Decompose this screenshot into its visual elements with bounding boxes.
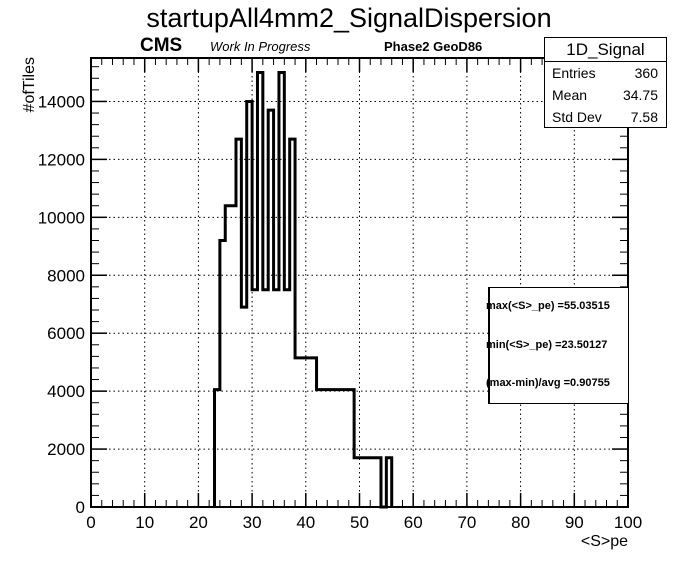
x-tick-label: 50 — [350, 513, 369, 532]
x-tick-label: 70 — [457, 513, 476, 532]
histogram-bin — [354, 458, 381, 507]
mean-label: Mean — [552, 87, 588, 103]
y-tick-label: 8000 — [47, 266, 85, 285]
x-tick-label: 0 — [86, 513, 95, 532]
dispersion-ratio-text: (max-min)/avg =0.90755 — [486, 377, 610, 389]
geometry-label: Phase2 GeoD86 — [384, 39, 483, 54]
grid-lines — [91, 58, 628, 507]
histogram-bin — [274, 290, 279, 507]
y-tick-label: 4000 — [47, 382, 85, 401]
histogram-bars — [213, 70, 394, 509]
y-tick-label: 0 — [76, 498, 85, 517]
histogram-bin — [252, 290, 257, 507]
y-tick-label: 12000 — [38, 150, 85, 169]
histogram-outline — [213, 70, 394, 509]
histogram-bin — [225, 206, 236, 507]
x-tick-label: 90 — [565, 513, 584, 532]
x-tick-label: 20 — [189, 513, 208, 532]
x-axis-label: <S>pe — [581, 533, 628, 550]
y-tick-label: 10000 — [38, 208, 85, 227]
x-tick-label: 80 — [511, 513, 530, 532]
stats-mean-row: Mean 34.75 — [545, 84, 666, 106]
max-signal-text: max(<S>_pe) =55.03515 — [486, 300, 610, 312]
x-tick-label: 10 — [135, 513, 154, 532]
x-tick-label: 60 — [404, 513, 423, 532]
histogram-bin — [284, 290, 289, 507]
x-tick-label: 40 — [296, 513, 315, 532]
x-tick-label: 30 — [243, 513, 262, 532]
y-tick-label: 14000 — [38, 92, 85, 111]
histogram-bin — [263, 290, 268, 507]
stats-box-title: 1D_Signal — [545, 38, 666, 62]
stddev-value: 7.58 — [630, 109, 658, 125]
info-box: max(<S>_pe) =55.03515 min(<S>_pe) =23.50… — [486, 287, 629, 404]
mean-value: 34.75 — [622, 87, 658, 103]
histogram-bin — [317, 390, 355, 507]
stats-box: 1D_Signal Entries 360 Mean 34.75 Std Dev… — [544, 37, 667, 128]
y-axis-label: #ofTiles — [21, 57, 38, 112]
x-tick-label: 100 — [614, 513, 642, 532]
histogram-bin — [241, 307, 246, 507]
work-in-progress-label: Work In Progress — [210, 39, 311, 54]
stats-entries-row: Entries 360 — [545, 62, 666, 84]
entries-label: Entries — [552, 65, 596, 81]
x-axis-ticks: 0 10 20 30 40 50 60 70 80 90 100 — [86, 58, 642, 532]
stats-stddev-row: Std Dev 7.58 — [545, 106, 666, 128]
y-tick-label: 2000 — [47, 440, 85, 459]
y-tick-label: 6000 — [47, 324, 85, 343]
cms-label: CMS — [140, 35, 183, 56]
stddev-label: Std Dev — [552, 109, 602, 125]
min-signal-text: min(<S>_pe) =23.50127 — [486, 339, 608, 351]
entries-value: 360 — [634, 65, 658, 81]
chart-title: startupAll4mm2_SignalDispersion — [146, 3, 552, 33]
